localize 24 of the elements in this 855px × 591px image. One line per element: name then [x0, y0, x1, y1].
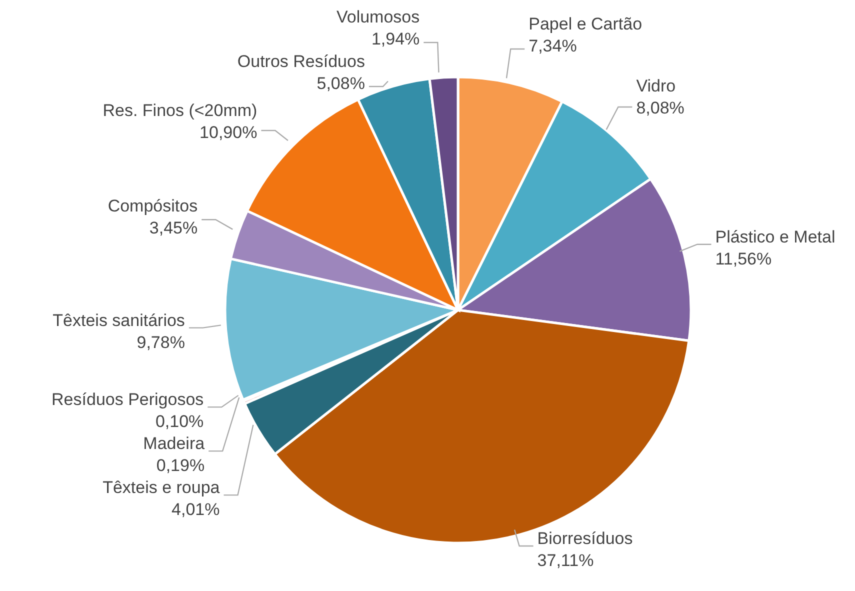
slice-label: Volumosos	[336, 8, 420, 27]
slice-label: Compósitos	[108, 196, 198, 216]
slice-label: Res. Finos (<20mm)	[102, 100, 258, 120]
data-label: 5,08%	[316, 74, 365, 94]
slice-label: Outros Resíduos	[237, 52, 365, 72]
slice-label: Resíduos Perigosos	[52, 390, 204, 410]
slice-label: Vidro	[636, 76, 676, 96]
slice-label: Madeira	[143, 434, 206, 454]
data-label: 0,19%	[156, 456, 205, 476]
data-label: 1,94%	[371, 30, 420, 49]
data-label: 9,78%	[136, 332, 185, 352]
data-label: 10,90%	[200, 122, 258, 142]
data-label: 8,08%	[636, 98, 684, 118]
slice-label: Papel e Cartão	[528, 14, 642, 34]
slice-label: Plástico e Metal	[715, 227, 836, 246]
data-label: 7,34%	[528, 36, 577, 56]
slice-label: Têxteis sanitários	[52, 310, 185, 330]
slice-label: Biorresíduos	[537, 529, 633, 548]
data-label: 4,01%	[172, 500, 220, 520]
data-label: 0,10%	[155, 412, 204, 432]
slice-label: Têxteis e roupa	[102, 478, 220, 498]
data-label: 37,11%	[537, 551, 594, 570]
data-label: 11,56%	[715, 249, 772, 268]
data-label: 3,45%	[149, 218, 198, 238]
